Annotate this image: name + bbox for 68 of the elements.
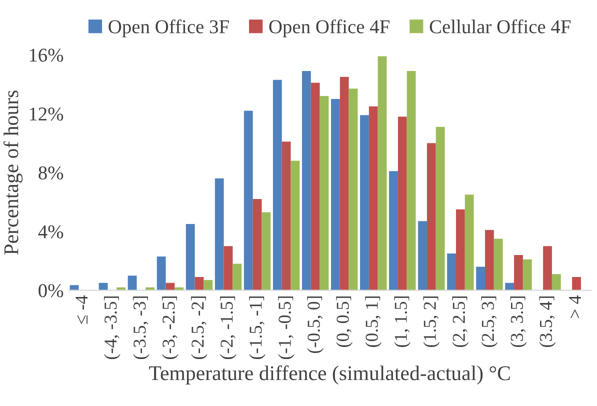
bar [552, 274, 561, 290]
y-axis-title: Percentage of hours [3, 90, 23, 255]
bar [464, 194, 474, 290]
bar [522, 259, 532, 290]
bar [302, 71, 311, 290]
bar [232, 264, 242, 290]
x-tick-label: (-1.5, -1] [249, 296, 266, 360]
bar [214, 178, 224, 290]
x-tick-label: (0, 0.5] [336, 296, 353, 348]
x-tick-label: (-2.5, -2] [191, 296, 208, 360]
bar [224, 246, 233, 290]
x-tick-label: > 4 [568, 295, 581, 318]
y-tick-label: 12% [30, 107, 64, 121]
bar [320, 96, 329, 290]
y-tick-label: 0% [38, 284, 64, 298]
x-tick-label: ≤ -4 [76, 295, 88, 324]
bar [282, 142, 291, 290]
bar [186, 224, 195, 290]
bar [476, 266, 486, 290]
legend-label: Open Office 3F [108, 19, 229, 38]
x-tick-label: (2.5, 3] [481, 296, 498, 348]
bar [272, 80, 282, 290]
bar [156, 256, 166, 290]
bar [436, 126, 445, 290]
bar [128, 276, 137, 290]
x-tick-label: (-4, -3.5] [104, 296, 120, 360]
bar [398, 116, 407, 290]
bar [194, 277, 204, 290]
bar [485, 230, 494, 290]
bar [514, 254, 523, 290]
bar [543, 246, 552, 290]
y-tick-label: 8% [38, 166, 64, 180]
bar [456, 209, 465, 290]
bar [447, 253, 456, 290]
bar [360, 115, 369, 290]
bar [378, 56, 387, 290]
bar [331, 98, 340, 290]
x-axis-title: Temperature diffence (simulated-actual) °C [149, 365, 510, 384]
bar [348, 88, 358, 290]
bar [244, 110, 253, 290]
bar [290, 160, 300, 290]
bar [262, 212, 271, 290]
x-tick-label: (-1, -0.5] [278, 296, 294, 360]
x-tick-label: (-0.5, 0] [307, 296, 324, 354]
x-tick-label: (-2, -1.5] [220, 296, 236, 360]
x-tick-label: (3.5, 4] [539, 296, 556, 348]
y-tick-label: 16% [30, 48, 64, 62]
x-tick-label: (3, 3.5] [510, 296, 527, 348]
bar [340, 76, 349, 290]
x-tick-label: (2, 2.5] [452, 296, 469, 348]
x-tick-label: (-3, -2.5] [162, 296, 178, 360]
x-tick-label: (-3.5, -3] [133, 296, 150, 360]
bar [204, 280, 213, 290]
bar [368, 106, 378, 290]
x-tick-label: (1.5, 2] [423, 296, 440, 348]
bar [494, 238, 503, 290]
legend-label: Open Office 4F [269, 19, 390, 38]
y-tick-label: 4% [38, 225, 64, 238]
bar [252, 199, 262, 290]
bar [310, 82, 320, 290]
bar [572, 277, 581, 290]
x-tick-label: (1, 1.5] [394, 296, 411, 348]
x-tick-label: (0.5, 1] [365, 296, 382, 348]
bar [389, 171, 398, 290]
bar [406, 71, 416, 290]
legend-label: Cellular Office 4F [430, 19, 571, 34]
bar [418, 221, 427, 290]
bar [426, 143, 436, 290]
